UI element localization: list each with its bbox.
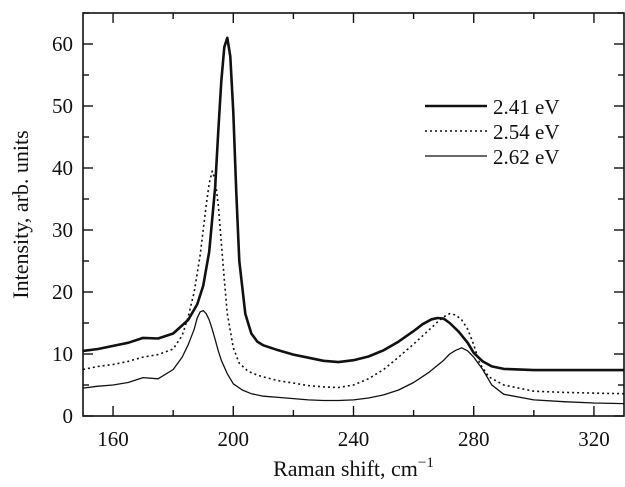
x-tick-label: 160 bbox=[97, 427, 129, 451]
tick-labels: 160 200 240 280 320 0 10 20 30 40 50 60 bbox=[52, 32, 610, 451]
y-tick-label: 50 bbox=[52, 94, 73, 118]
y-tick-label: 10 bbox=[52, 342, 73, 366]
x-axis-title-superscript: −1 bbox=[418, 455, 434, 471]
x-tick-label: 240 bbox=[338, 427, 370, 451]
x-axis-title-text: Raman shift, cm bbox=[273, 456, 418, 481]
legend-label-2: 2.54 eV bbox=[493, 120, 560, 144]
x-tick-label: 200 bbox=[218, 427, 250, 451]
y-tick-label: 60 bbox=[52, 32, 73, 56]
series-line-3 bbox=[82, 309, 625, 405]
plot-frame bbox=[82, 12, 625, 417]
legend-label-1: 2.41 eV bbox=[493, 95, 560, 119]
axis-ticks bbox=[83, 12, 624, 417]
x-tick-label: 320 bbox=[578, 427, 610, 451]
y-tick-label: 20 bbox=[52, 280, 73, 304]
legend: 2.41 eV2.54 eV2.62 eV bbox=[425, 95, 560, 169]
y-tick-label: 0 bbox=[63, 404, 74, 428]
series-lines bbox=[82, 36, 625, 405]
y-axis-title: Intensity, arb. units bbox=[8, 130, 33, 298]
y-tick-label: 40 bbox=[52, 156, 73, 180]
x-axis-title: Raman shift, cm−1 bbox=[273, 455, 434, 481]
x-tick-label: 280 bbox=[458, 427, 490, 451]
series-line-1 bbox=[82, 36, 624, 372]
legend-label-3: 2.62 eV bbox=[493, 145, 560, 169]
y-tick-label: 30 bbox=[52, 218, 73, 242]
